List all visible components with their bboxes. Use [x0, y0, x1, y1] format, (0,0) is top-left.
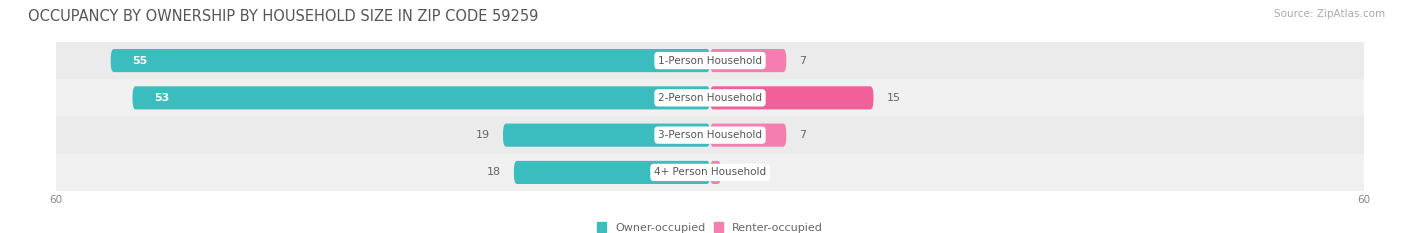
Text: 18: 18: [486, 168, 501, 177]
Text: 2-Person Household: 2-Person Household: [658, 93, 762, 103]
Text: 19: 19: [475, 130, 489, 140]
FancyBboxPatch shape: [710, 123, 786, 147]
Text: Source: ZipAtlas.com: Source: ZipAtlas.com: [1274, 9, 1385, 19]
Bar: [56, 154, 1364, 191]
FancyBboxPatch shape: [710, 86, 873, 110]
Bar: [56, 79, 1364, 116]
Text: OCCUPANCY BY OWNERSHIP BY HOUSEHOLD SIZE IN ZIP CODE 59259: OCCUPANCY BY OWNERSHIP BY HOUSEHOLD SIZE…: [28, 9, 538, 24]
Text: 4+ Person Household: 4+ Person Household: [654, 168, 766, 177]
FancyBboxPatch shape: [710, 49, 786, 72]
Text: 55: 55: [132, 56, 148, 65]
Legend: Owner-occupied, Renter-occupied: Owner-occupied, Renter-occupied: [593, 218, 827, 233]
FancyBboxPatch shape: [515, 161, 710, 184]
Text: 7: 7: [800, 56, 807, 65]
Text: 53: 53: [155, 93, 170, 103]
Bar: [56, 42, 1364, 79]
Text: 3-Person Household: 3-Person Household: [658, 130, 762, 140]
FancyBboxPatch shape: [503, 123, 710, 147]
FancyBboxPatch shape: [132, 86, 710, 110]
Text: 1: 1: [734, 168, 741, 177]
FancyBboxPatch shape: [710, 161, 721, 184]
FancyBboxPatch shape: [111, 49, 710, 72]
Text: 1-Person Household: 1-Person Household: [658, 56, 762, 65]
Text: 15: 15: [887, 93, 901, 103]
Bar: [56, 116, 1364, 154]
Text: 7: 7: [800, 130, 807, 140]
